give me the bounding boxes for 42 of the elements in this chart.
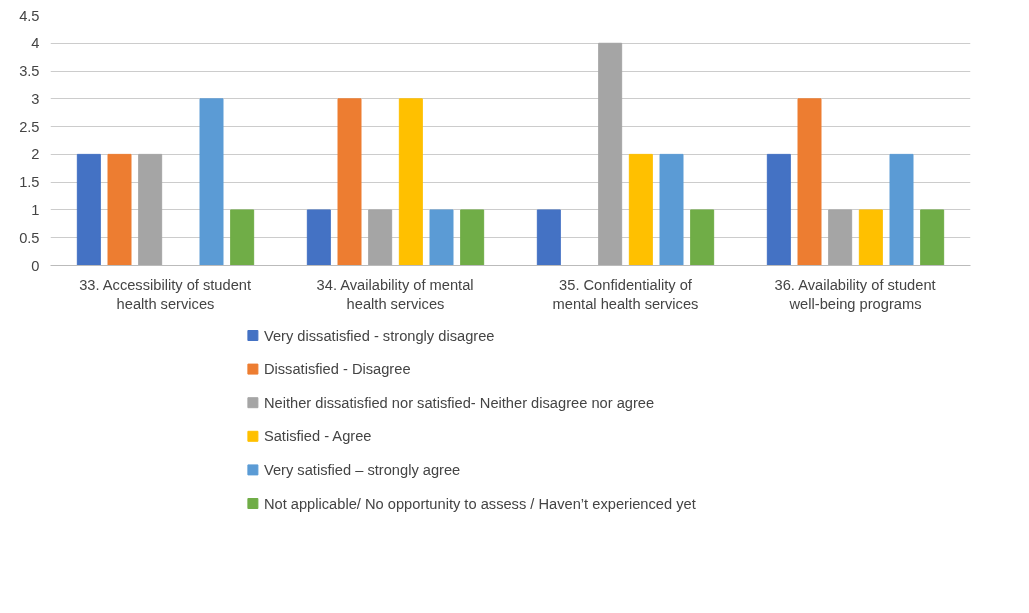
bar xyxy=(76,153,101,266)
bar xyxy=(398,98,423,266)
y-tick-label: 1 xyxy=(31,201,40,218)
bar xyxy=(107,153,132,266)
bar xyxy=(920,209,945,266)
x-tick-label: 34. Availability of mental health services xyxy=(316,276,474,312)
y-tick-label: 4.5 xyxy=(19,7,40,24)
bar xyxy=(690,209,715,266)
legend-label: Neither dissatisfied nor satisfied- Neither disagree nor agree xyxy=(263,394,655,411)
bar xyxy=(766,153,791,266)
y-tick-label: 4 xyxy=(31,35,40,52)
bar xyxy=(138,153,163,266)
bar xyxy=(306,209,331,266)
bar xyxy=(460,209,485,266)
bar xyxy=(628,153,653,266)
bar xyxy=(199,98,224,266)
bar xyxy=(797,98,822,266)
y-tick-label: 0 xyxy=(31,257,40,274)
bar xyxy=(889,153,914,266)
bar xyxy=(230,209,255,266)
bar xyxy=(858,209,883,266)
bar xyxy=(659,153,684,266)
bar xyxy=(368,209,393,266)
legend-label: Not applicable/ No opportunity to assess / Haven’t experienced yet xyxy=(263,495,696,512)
x-tick-label: 36. Availability of student well-being programs xyxy=(774,276,936,312)
legend-label: Very satisfied – strongly agree xyxy=(263,461,461,478)
bar xyxy=(598,42,623,266)
y-tick-label: 0.5 xyxy=(19,229,40,246)
x-tick-label: 35. Confidentiality of mental health services xyxy=(552,276,699,312)
y-tick-label: 2.5 xyxy=(19,118,40,135)
bar xyxy=(429,209,454,266)
legend-label: Satisfied - Agree xyxy=(263,428,372,445)
legend-label: Very dissatisfied - strongly disagree xyxy=(263,327,495,344)
bar xyxy=(337,98,362,266)
bar xyxy=(536,209,561,266)
legend-label: Dissatisfied - Disagree xyxy=(263,361,411,378)
y-tick-label: 2 xyxy=(31,146,40,163)
bar xyxy=(828,209,853,266)
x-tick-label: 33. Accessibility of student health services xyxy=(79,276,252,312)
y-tick-label: 3.5 xyxy=(19,63,40,80)
y-tick-label: 1.5 xyxy=(19,174,40,191)
y-tick-label: 3 xyxy=(31,90,40,107)
